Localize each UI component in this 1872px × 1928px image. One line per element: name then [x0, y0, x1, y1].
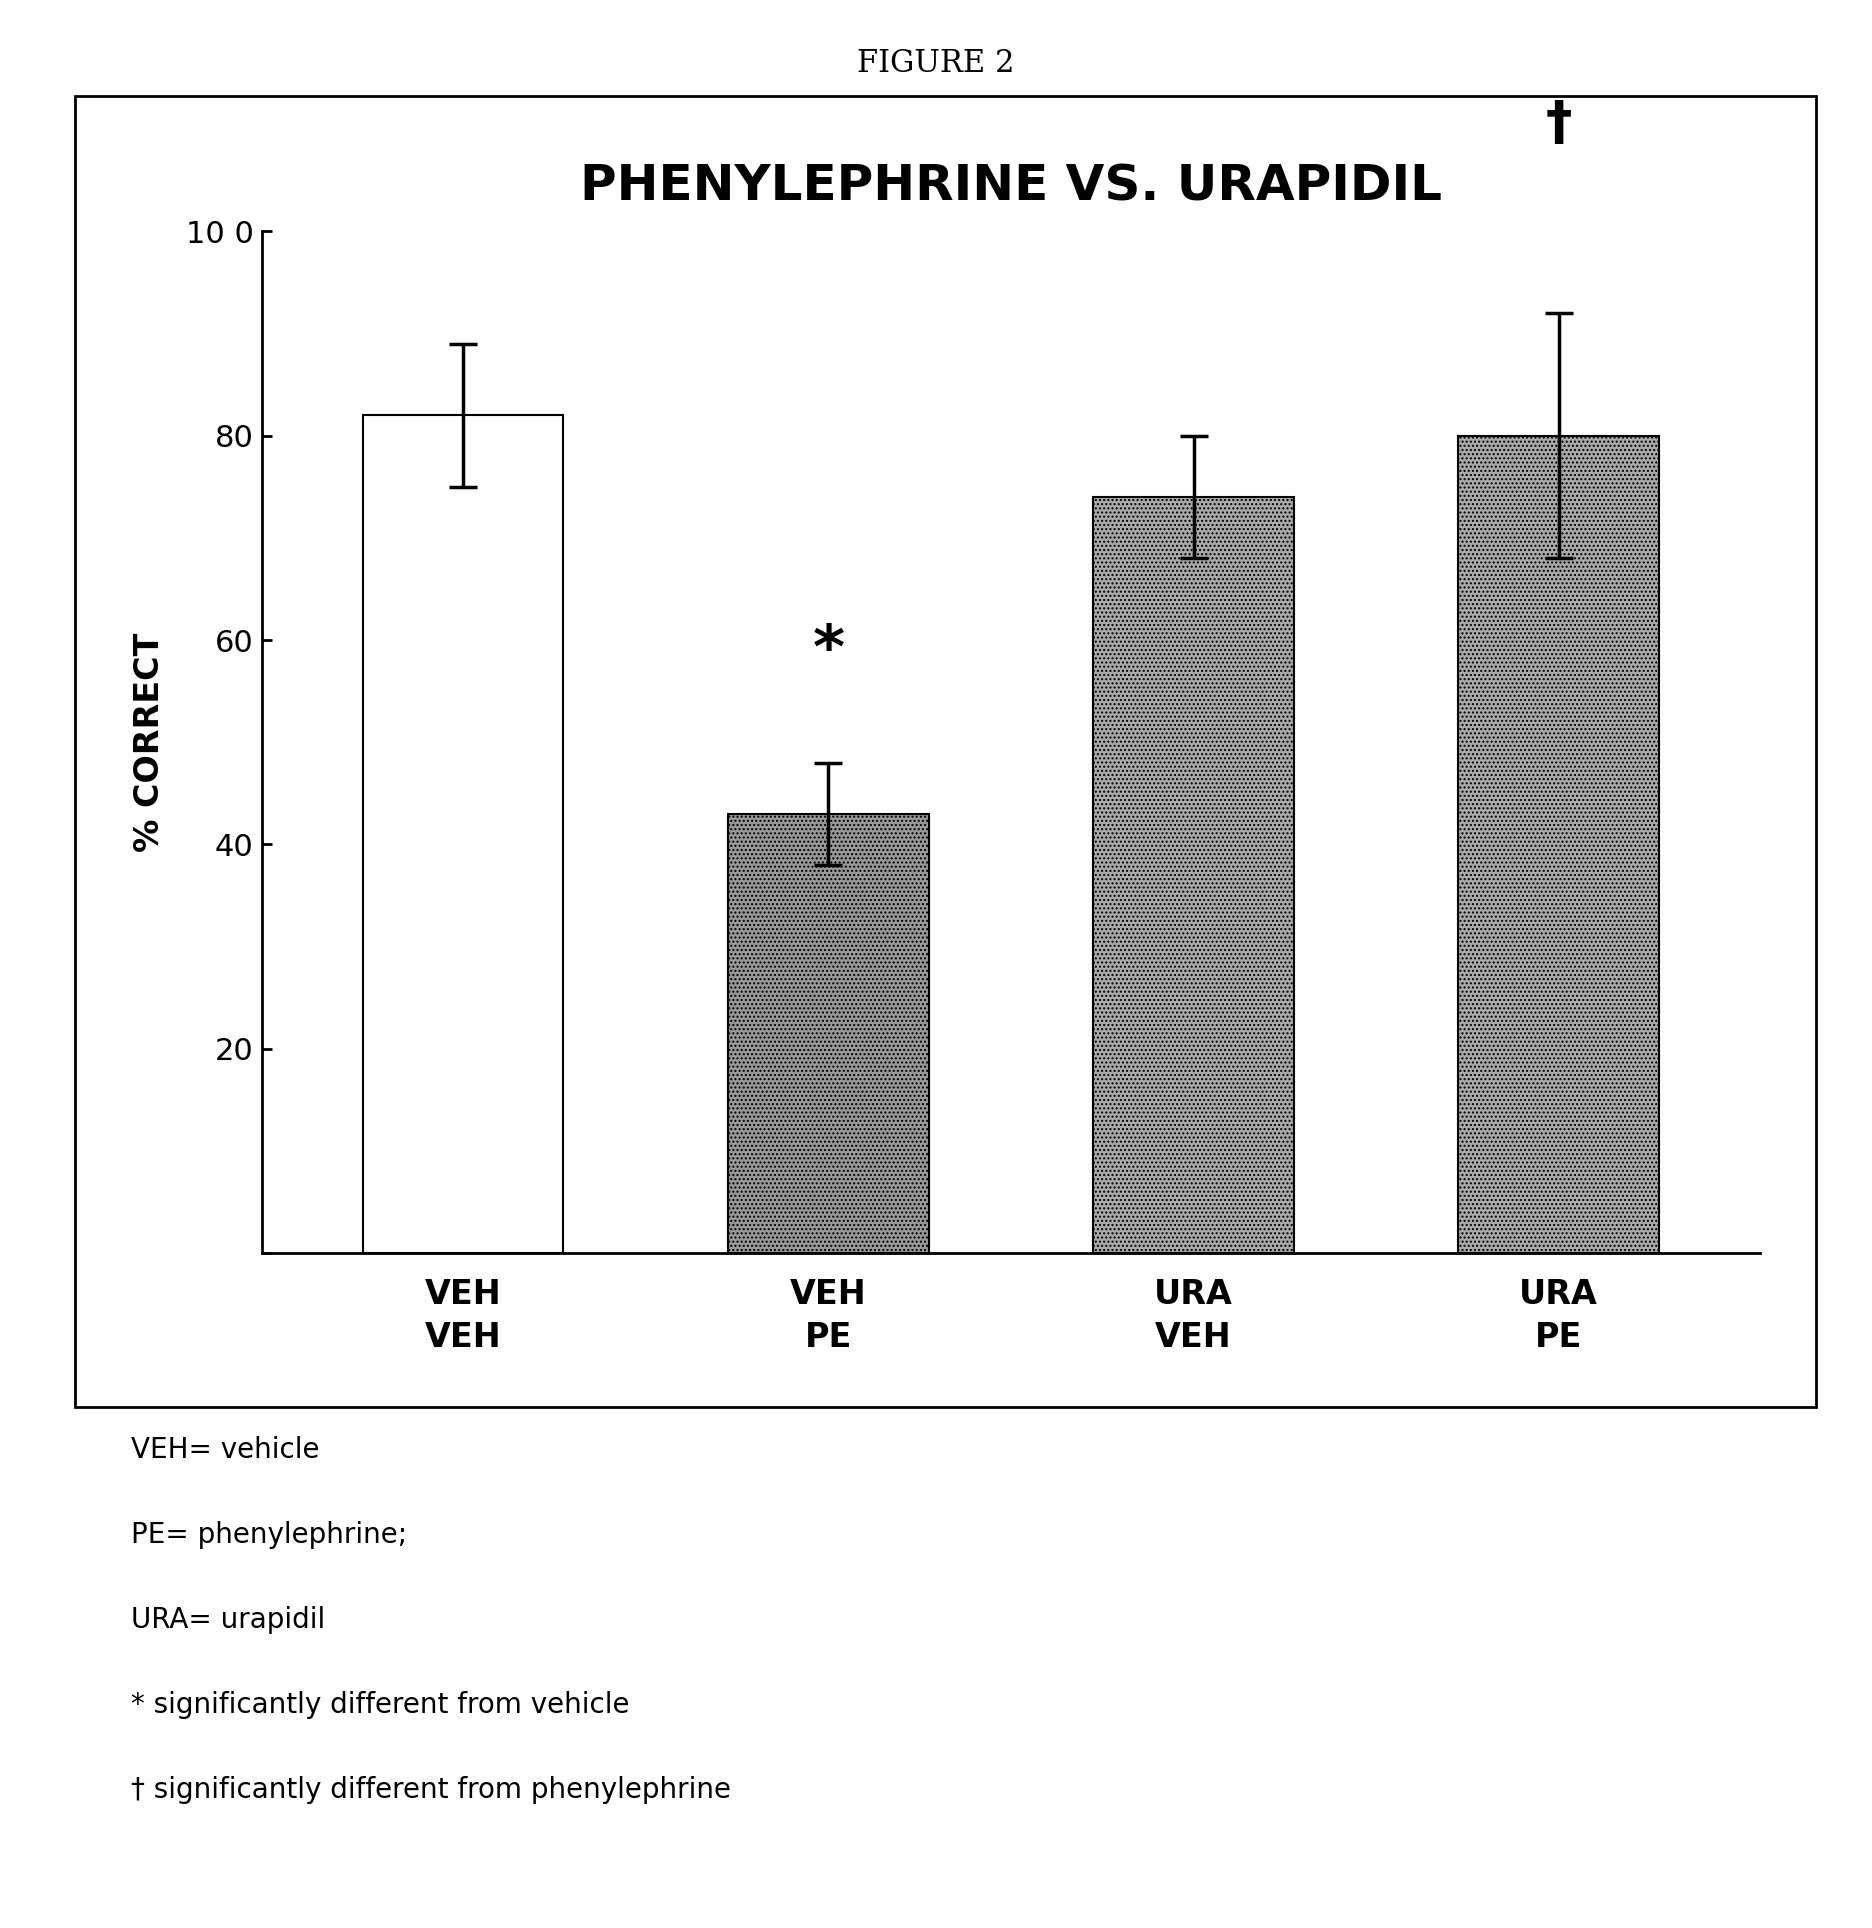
Bar [728, 814, 929, 1253]
Text: * significantly different from vehicle: * significantly different from vehicle [131, 1691, 629, 1720]
Text: URA= urapidil: URA= urapidil [131, 1606, 326, 1635]
Title: PHENYLEPHRINE VS. URAPIDIL: PHENYLEPHRINE VS. URAPIDIL [580, 162, 1441, 210]
Text: *: * [812, 623, 844, 681]
Text: †: † [1546, 98, 1572, 150]
Bar [1458, 436, 1659, 1253]
Text: † significantly different from phenylephrine: † significantly different from phenyleph… [131, 1776, 732, 1805]
Bar [363, 415, 563, 1253]
Text: VEH= vehicle: VEH= vehicle [131, 1436, 320, 1465]
Text: FIGURE 2: FIGURE 2 [857, 48, 1015, 79]
Bar [1093, 497, 1294, 1253]
Text: PE= phenylephrine;: PE= phenylephrine; [131, 1521, 408, 1550]
Y-axis label: % CORRECT: % CORRECT [133, 632, 167, 852]
